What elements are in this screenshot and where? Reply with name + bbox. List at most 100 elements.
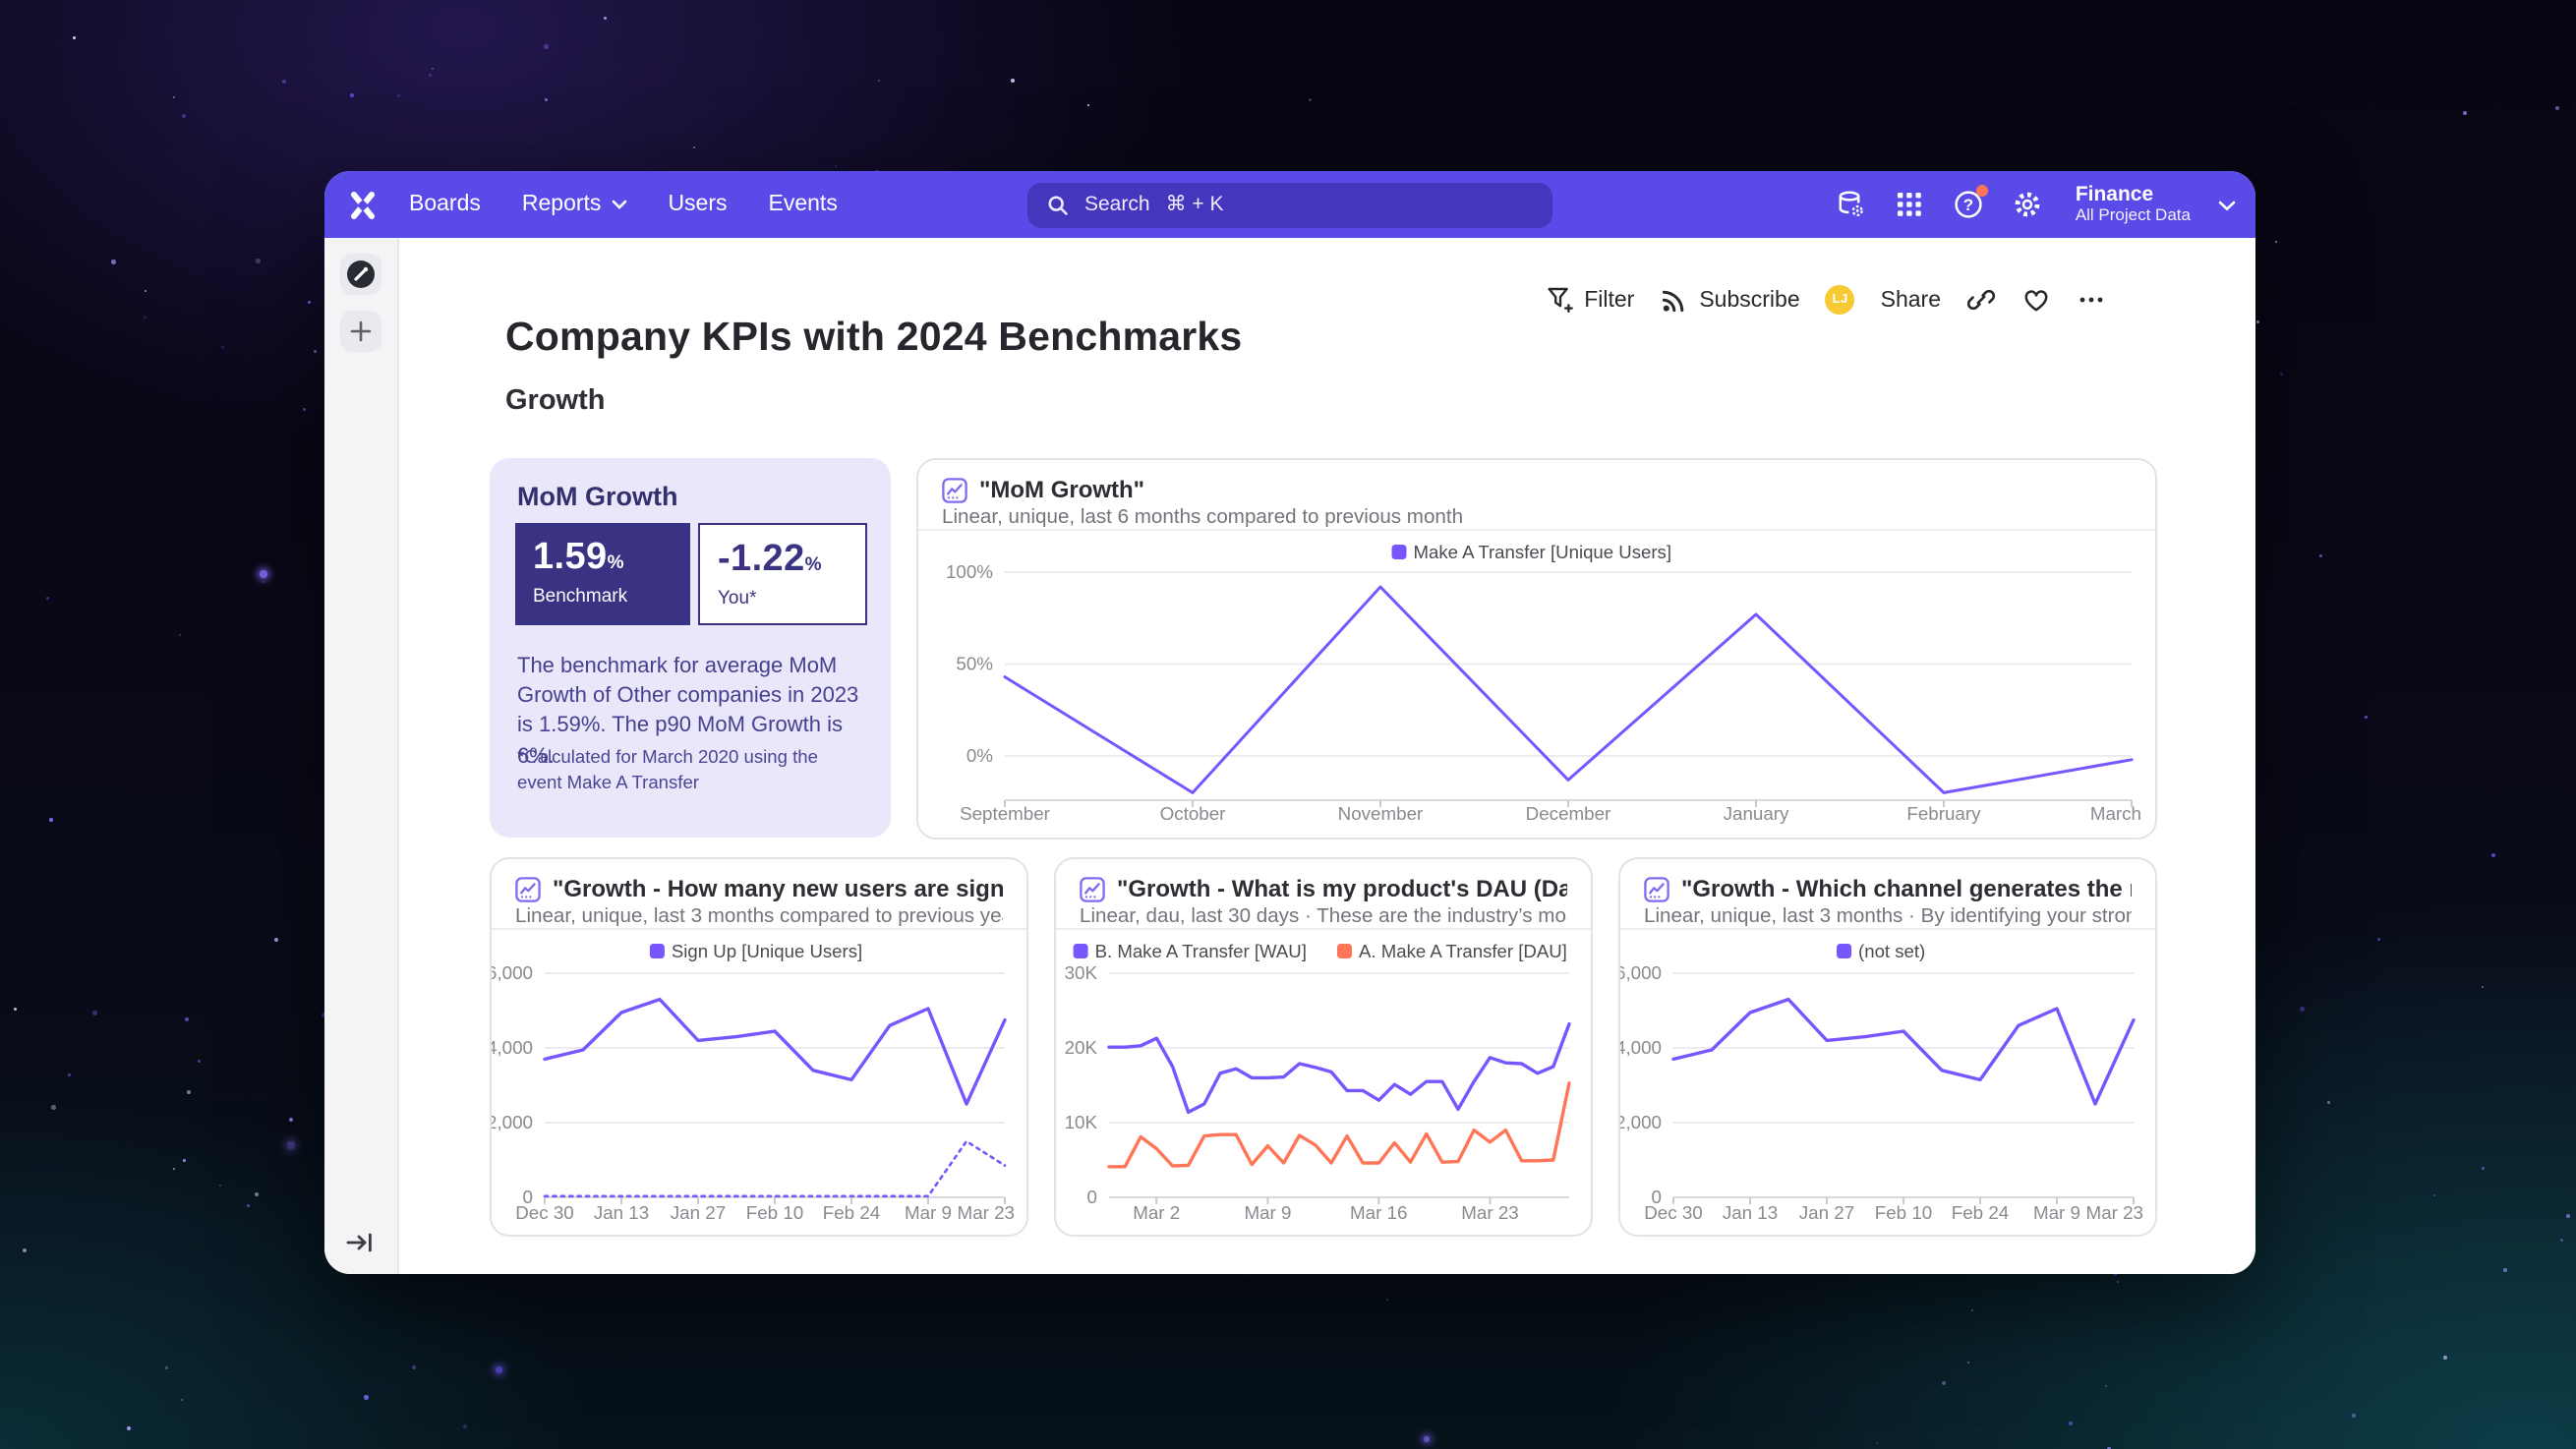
svg-text:Mar 9: Mar 9 xyxy=(905,1202,952,1223)
search-placeholder: Search xyxy=(1084,193,1150,216)
svg-text:4,000: 4,000 xyxy=(1620,1037,1662,1058)
chart-title: "MoM Growth" xyxy=(979,476,1145,503)
avatar[interactable]: LJ xyxy=(1825,285,1855,315)
chart-subtitle: Linear, unique, last 3 months compared t… xyxy=(515,906,1003,928)
svg-text:?: ? xyxy=(1964,196,1974,214)
svg-text:Dec 30: Dec 30 xyxy=(515,1202,574,1223)
svg-text:Mar 16: Mar 16 xyxy=(1350,1202,1407,1223)
filter-button[interactable]: Filter xyxy=(1545,285,1634,315)
svg-text:March: March xyxy=(2090,803,2141,824)
chart-header[interactable]: "Growth - How many new users are signing… xyxy=(492,859,1026,930)
svg-text:Mar 9: Mar 9 xyxy=(2033,1202,2080,1223)
chart-card-dau[interactable]: "Growth - What is my product's DAU (Dail… xyxy=(1054,857,1593,1237)
benchmark-card[interactable]: MoM Growth 1.59% Benchmark -1.22% You* T… xyxy=(490,458,891,838)
chart-header[interactable]: "Growth - Which channel generates the mo… xyxy=(1620,859,2155,930)
benchmark-card-title: MoM Growth xyxy=(517,482,678,511)
project-name: Finance xyxy=(2075,183,2154,207)
svg-text:2,000: 2,000 xyxy=(1620,1112,1662,1132)
copy-link-icon[interactable] xyxy=(1966,285,1996,315)
mixpanel-logo[interactable] xyxy=(346,188,380,221)
svg-text:4,000: 4,000 xyxy=(492,1037,533,1058)
svg-text:20K: 20K xyxy=(1065,1037,1098,1058)
svg-text:100%: 100% xyxy=(946,561,993,582)
svg-text:December: December xyxy=(1526,803,1611,824)
left-rail xyxy=(324,238,399,1274)
help-button[interactable]: ? xyxy=(1954,185,1989,220)
nav-item-users[interactable]: Users xyxy=(668,193,727,216)
svg-text:0%: 0% xyxy=(966,745,993,766)
svg-text:0: 0 xyxy=(523,1187,533,1207)
benchmark-footnote: *Calculated for March 2020 using the eve… xyxy=(517,747,818,792)
section-title[interactable]: Growth xyxy=(505,385,606,417)
chart-card-mom-growth[interactable]: "MoM Growth" Linear, unique, last 6 mont… xyxy=(916,458,2157,840)
benchmark-description: The benchmark for average MoM Growth of … xyxy=(517,655,859,769)
nav-item-boards[interactable]: Boards xyxy=(409,193,481,216)
favorite-heart-icon[interactable] xyxy=(2021,285,2051,315)
svg-text:Mar 9: Mar 9 xyxy=(1244,1202,1291,1223)
search-icon xyxy=(1048,195,1068,214)
svg-text:10K: 10K xyxy=(1065,1112,1098,1132)
benchmark-value: 1.59 xyxy=(533,537,608,578)
svg-text:Jan 13: Jan 13 xyxy=(1723,1202,1778,1223)
chevron-down-icon[interactable] xyxy=(2218,198,2236,211)
svg-text:6,000: 6,000 xyxy=(1620,962,1662,983)
app-window: Boards Reports Users Events Search ⌘ + K xyxy=(324,171,2255,1274)
search-input[interactable]: Search ⌘ + K xyxy=(1027,182,1552,227)
chart-subtitle: Linear, unique, last 6 months compared t… xyxy=(942,507,1464,529)
benchmark-unit: % xyxy=(607,552,624,574)
svg-text:November: November xyxy=(1338,803,1424,824)
project-switcher[interactable]: Finance All Project Data xyxy=(2076,183,2191,226)
nav-item-label: Boards xyxy=(409,193,481,216)
you-unit: % xyxy=(804,554,822,576)
add-button[interactable] xyxy=(340,311,381,352)
project-scope: All Project Data xyxy=(2075,204,2191,225)
nav-item-reports[interactable]: Reports xyxy=(522,193,627,216)
chart-title: "Growth - Which channel generates the mo… xyxy=(1681,875,2132,902)
svg-text:50%: 50% xyxy=(956,654,993,674)
you-stat-box: -1.22% You* xyxy=(698,523,867,625)
svg-text:Jan 13: Jan 13 xyxy=(594,1202,649,1223)
nav-item-label: Users xyxy=(668,193,728,216)
nav-item-label: Events xyxy=(768,193,838,216)
plus-icon xyxy=(350,320,372,342)
help-icon: ? xyxy=(1956,191,1983,218)
chart-header[interactable]: "MoM Growth" Linear, unique, last 6 mont… xyxy=(918,460,2155,531)
share-button[interactable]: Share xyxy=(1881,288,1941,312)
svg-text:6,000: 6,000 xyxy=(492,962,533,983)
svg-text:2,000: 2,000 xyxy=(492,1112,533,1132)
avatar-initials: LJ xyxy=(1832,293,1848,307)
search-shortcut: ⌘ + K xyxy=(1165,193,1224,216)
expand-sidebar-icon[interactable] xyxy=(344,1227,376,1258)
chart-title: "Growth - How many new users are signing… xyxy=(553,875,1003,902)
notification-badge xyxy=(1976,185,1989,197)
chart-card-channels[interactable]: "Growth - Which channel generates the mo… xyxy=(1618,857,2157,1237)
svg-text:October: October xyxy=(1160,803,1226,824)
apps-grid-icon[interactable] xyxy=(1895,189,1926,220)
more-options-icon[interactable] xyxy=(2077,285,2106,315)
benchmark-stat-box: 1.59% Benchmark xyxy=(515,523,690,625)
you-label: You* xyxy=(718,588,757,609)
svg-text:Sign Up [Unique Users]: Sign Up [Unique Users] xyxy=(672,941,862,961)
navigator-button[interactable] xyxy=(340,254,381,295)
share-label: Share xyxy=(1880,288,1941,312)
svg-text:B. Make A Transfer [WAU]: B. Make A Transfer [WAU] xyxy=(1095,941,1307,961)
settings-gear-icon[interactable] xyxy=(2013,189,2044,220)
svg-text:Feb 24: Feb 24 xyxy=(1952,1202,2009,1223)
board-title[interactable]: Company KPIs with 2024 Benchmarks xyxy=(505,315,1243,360)
board-content: Filter Subscribe LJ Share xyxy=(399,238,2255,1274)
subscribe-button[interactable]: Subscribe xyxy=(1660,285,1800,315)
chart-header[interactable]: "Growth - What is my product's DAU (Dail… xyxy=(1056,859,1591,930)
svg-text:Mar 23: Mar 23 xyxy=(958,1202,1015,1223)
chevron-down-icon xyxy=(612,200,626,209)
nav-item-events[interactable]: Events xyxy=(769,193,838,216)
filter-funnel-icon xyxy=(1547,287,1573,313)
svg-text:Jan 27: Jan 27 xyxy=(671,1202,726,1223)
rss-icon xyxy=(1663,290,1684,313)
svg-text:February: February xyxy=(1906,803,1981,824)
you-value: -1.22 xyxy=(718,539,805,580)
data-management-icon[interactable] xyxy=(1836,189,1867,220)
line-chart-icon xyxy=(515,876,541,901)
svg-text:Mar 23: Mar 23 xyxy=(2086,1202,2143,1223)
chart-card-signups[interactable]: "Growth - How many new users are signing… xyxy=(490,857,1028,1237)
